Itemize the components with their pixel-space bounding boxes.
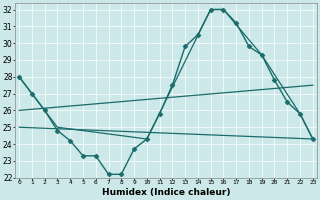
X-axis label: Humidex (Indice chaleur): Humidex (Indice chaleur): [102, 188, 230, 197]
